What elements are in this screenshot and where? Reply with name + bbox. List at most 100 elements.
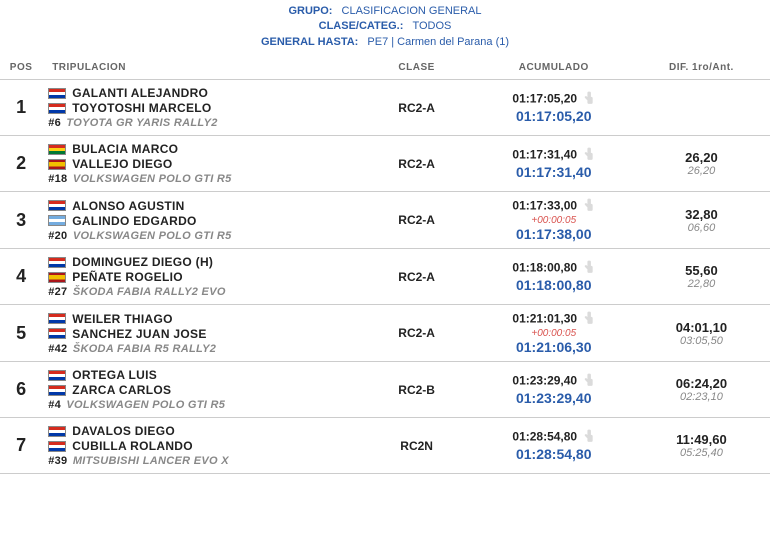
codriver-line: PEÑATE ROGELIO — [48, 270, 354, 284]
time-cell: 01:17:31,40 01:17:31,40 — [475, 136, 633, 192]
diff-prev: 03:05,50 — [637, 335, 766, 347]
flag-icon — [48, 313, 66, 324]
col-acc: ACUMULADO — [475, 56, 633, 80]
time-raw: 01:23:29,40 — [479, 373, 629, 390]
driver-line: ORTEGA LUIS — [48, 368, 354, 382]
flag-icon — [48, 257, 66, 268]
car-line: #4 VOLKSWAGEN POLO GTI R5 — [48, 399, 354, 411]
time-raw: 01:17:31,40 — [479, 147, 629, 164]
position: 6 — [0, 362, 42, 418]
touch-icon[interactable] — [581, 373, 595, 390]
diff-cell: 26,20 26,20 — [633, 136, 770, 192]
touch-icon[interactable] — [581, 91, 595, 108]
grupo-value: CLASIFICACION GENERAL — [342, 5, 482, 17]
position: 5 — [0, 305, 42, 362]
car-line: #27 ŠKODA FABIA RALLY2 EVO — [48, 286, 354, 298]
table-row: 2 BULACIA MARCO VALLEJO DIEGO #18 VOLKSW… — [0, 136, 770, 192]
touch-icon[interactable] — [581, 260, 595, 277]
driver-line: ALONSO AGUSTIN — [48, 199, 354, 213]
car-number: #18 — [48, 173, 67, 185]
diff-first: 06:24,20 — [637, 376, 766, 391]
car-number: #4 — [48, 399, 61, 411]
table-row: 1 GALANTI ALEJANDRO TOYOTOSHI MARCELO #6… — [0, 80, 770, 136]
codriver-line: VALLEJO DIEGO — [48, 157, 354, 171]
car-model: ŠKODA FABIA RALLY2 EVO — [73, 286, 226, 298]
diff-prev: 06,60 — [637, 222, 766, 234]
car-model: ŠKODA FABIA R5 RALLY2 — [73, 343, 216, 355]
touch-icon[interactable] — [581, 429, 595, 446]
car-model: VOLKSWAGEN POLO GTI R5 — [66, 399, 225, 411]
car-line: #42 ŠKODA FABIA R5 RALLY2 — [48, 343, 354, 355]
table-row: 3 ALONSO AGUSTIN GALINDO EDGARDO #20 VOL… — [0, 192, 770, 249]
table-row: 5 WEILER THIAGO SANCHEZ JUAN JOSE #42 ŠK… — [0, 305, 770, 362]
touch-icon[interactable] — [581, 311, 595, 328]
flag-icon — [48, 328, 66, 339]
car-line: #20 VOLKSWAGEN POLO GTI R5 — [48, 230, 354, 242]
diff-cell: 04:01,10 03:05,50 — [633, 305, 770, 362]
car-model: VOLKSWAGEN POLO GTI R5 — [73, 230, 232, 242]
col-class: CLASE — [359, 56, 475, 80]
time-raw: 01:21:01,30 — [479, 311, 629, 328]
col-crew: TRIPULACION — [42, 56, 358, 80]
diff-prev: 22,80 — [637, 278, 766, 290]
driver-name: ORTEGA LUIS — [72, 368, 157, 382]
class-cell: RC2N — [359, 418, 475, 474]
car-number: #27 — [48, 286, 67, 298]
driver-line: GALANTI ALEJANDRO — [48, 86, 354, 100]
driver-name: WEILER THIAGO — [72, 312, 173, 326]
table-row: 6 ORTEGA LUIS ZARCA CARLOS #4 VOLKSWAGEN… — [0, 362, 770, 418]
col-pos: POS — [0, 56, 42, 80]
clase-value: TODOS — [412, 20, 451, 32]
time-raw: 01:28:54,80 — [479, 429, 629, 446]
car-model: MITSUBISHI LANCER EVO X — [73, 455, 229, 467]
crew-cell: DAVALOS DIEGO CUBILLA ROLANDO #39 MITSUB… — [42, 418, 358, 474]
time-total: 01:21:06,30 — [479, 339, 629, 355]
flag-icon — [48, 441, 66, 452]
class-cell: RC2-A — [359, 80, 475, 136]
flag-icon — [48, 144, 66, 155]
time-total: 01:28:54,80 — [479, 446, 629, 462]
time-cell: 01:17:05,20 01:17:05,20 — [475, 80, 633, 136]
diff-cell: 11:49,60 05:25,40 — [633, 418, 770, 474]
touch-icon[interactable] — [581, 147, 595, 164]
driver-name: BULACIA MARCO — [72, 142, 178, 156]
class-cell: RC2-A — [359, 136, 475, 192]
diff-prev: 26,20 — [637, 165, 766, 177]
crew-cell: ALONSO AGUSTIN GALINDO EDGARDO #20 VOLKS… — [42, 192, 358, 249]
grupo-label: GRUPO: — [288, 5, 332, 17]
crew-cell: WEILER THIAGO SANCHEZ JUAN JOSE #42 ŠKOD… — [42, 305, 358, 362]
general-value: PE7 | Carmen del Parana (1) — [367, 36, 509, 48]
diff-cell: 55,60 22,80 — [633, 249, 770, 305]
time-total: 01:23:29,40 — [479, 390, 629, 406]
flag-icon — [48, 88, 66, 99]
time-total: 01:17:05,20 — [479, 108, 629, 124]
flag-icon — [48, 426, 66, 437]
diff-first: 26,20 — [637, 150, 766, 165]
crew-cell: BULACIA MARCO VALLEJO DIEGO #18 VOLKSWAG… — [42, 136, 358, 192]
diff-cell: 32,80 06,60 — [633, 192, 770, 249]
table-header-row: POS TRIPULACION CLASE ACUMULADO DIF. 1ro… — [0, 56, 770, 80]
codriver-name: GALINDO EDGARDO — [72, 214, 197, 228]
flag-icon — [48, 385, 66, 396]
position: 3 — [0, 192, 42, 249]
codriver-line: CUBILLA ROLANDO — [48, 439, 354, 453]
driver-line: DAVALOS DIEGO — [48, 424, 354, 438]
time-penalty: +00:00:05 — [479, 328, 629, 339]
codriver-line: TOYOTOSHI MARCELO — [48, 101, 354, 115]
driver-line: DOMINGUEZ DIEGO (H) — [48, 255, 354, 269]
position: 2 — [0, 136, 42, 192]
codriver-name: ZARCA CARLOS — [72, 383, 171, 397]
time-raw: 01:18:00,80 — [479, 260, 629, 277]
car-model: TOYOTA GR YARIS RALLY2 — [66, 117, 217, 129]
car-number: #39 — [48, 455, 67, 467]
diff-cell — [633, 80, 770, 136]
flag-icon — [48, 370, 66, 381]
diff-prev: 05:25,40 — [637, 447, 766, 459]
time-total: 01:17:31,40 — [479, 164, 629, 180]
driver-name: GALANTI ALEJANDRO — [72, 86, 208, 100]
table-row: 7 DAVALOS DIEGO CUBILLA ROLANDO #39 MITS… — [0, 418, 770, 474]
time-raw: 01:17:33,00 — [479, 198, 629, 215]
driver-name: ALONSO AGUSTIN — [72, 199, 184, 213]
touch-icon[interactable] — [581, 198, 595, 215]
car-model: VOLKSWAGEN POLO GTI R5 — [73, 173, 232, 185]
